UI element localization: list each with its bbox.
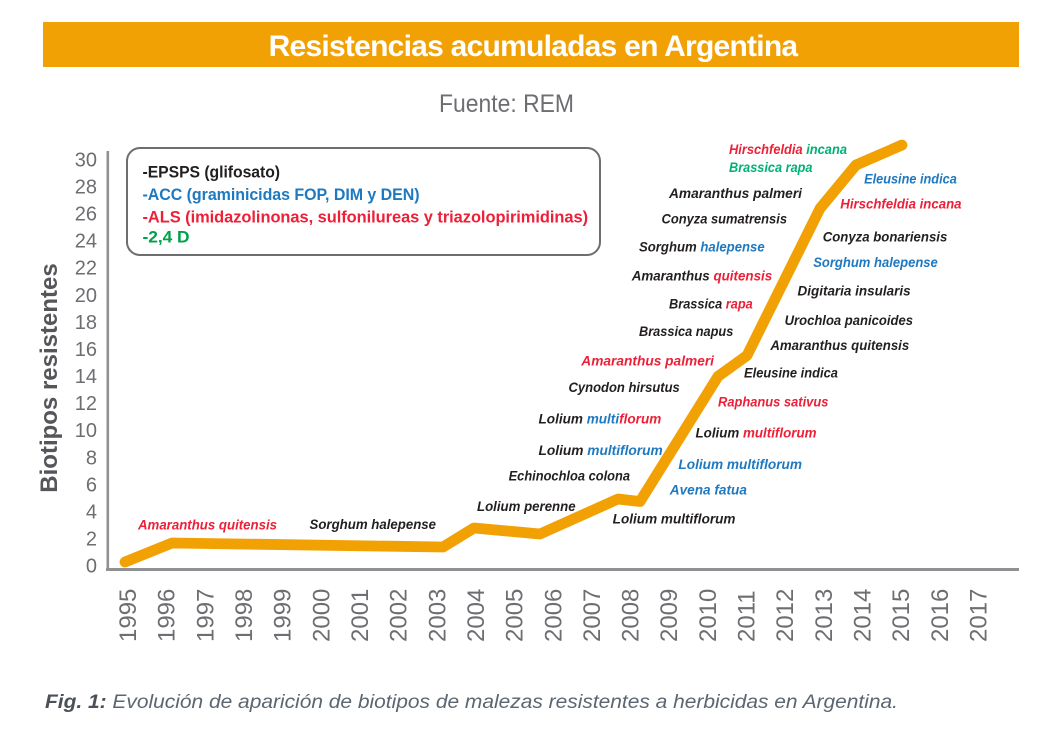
svg-text:Amaranthus palmeri: Amaranthus palmeri: [668, 186, 802, 201]
svg-text:26: 26: [75, 204, 97, 226]
svg-text:2: 2: [86, 529, 97, 551]
svg-text:1998: 1998: [231, 589, 258, 642]
svg-text:24: 24: [75, 231, 97, 253]
svg-text:20: 20: [75, 285, 97, 307]
svg-text:1999: 1999: [270, 589, 297, 642]
svg-text:0: 0: [86, 556, 97, 578]
svg-text:Lolium multiflorum: Lolium multiflorum: [539, 412, 662, 427]
svg-text:Sorghum halepense: Sorghum halepense: [813, 255, 938, 270]
svg-text:2014: 2014: [850, 589, 877, 642]
svg-text:Eleusine indica: Eleusine indica: [744, 365, 838, 380]
svg-text:Amaranthus quitensis: Amaranthus quitensis: [137, 518, 277, 533]
svg-text:2017: 2017: [966, 589, 993, 642]
svg-text:Brassica rapa: Brassica rapa: [669, 297, 753, 312]
svg-text:2000: 2000: [308, 589, 335, 642]
svg-text:2009: 2009: [656, 589, 683, 642]
svg-text:Sorghum halepense: Sorghum halepense: [310, 517, 437, 532]
svg-text:Hirschfeldia incana: Hirschfeldia incana: [729, 142, 847, 157]
svg-text:1996: 1996: [154, 589, 181, 642]
svg-text:12: 12: [75, 393, 97, 415]
svg-text:1995: 1995: [115, 589, 142, 642]
svg-text:-ACC (graminicidas FOP, DIM y: -ACC (graminicidas FOP, DIM y DEN): [143, 186, 420, 204]
svg-text:18: 18: [75, 312, 97, 334]
svg-text:2012: 2012: [772, 589, 799, 642]
svg-text:Raphanus sativus: Raphanus sativus: [718, 395, 829, 410]
svg-text:30: 30: [75, 149, 97, 171]
svg-text:Avena fatua: Avena fatua: [669, 483, 748, 498]
svg-text:22: 22: [75, 258, 97, 280]
svg-text:1997: 1997: [192, 589, 219, 642]
svg-text:Fig. 1: Evolución de aparición: Fig. 1: Evolución de aparición de biotip…: [45, 692, 898, 713]
svg-text:Urochloa panicoides: Urochloa panicoides: [785, 313, 914, 328]
svg-text:2008: 2008: [618, 589, 645, 642]
svg-text:Hirschfeldia incana: Hirschfeldia incana: [840, 197, 962, 212]
svg-text:-ALS (imidazolinonas, sulfonil: -ALS (imidazolinonas, sulfonilureas y tr…: [143, 209, 589, 227]
svg-text:-EPSPS (glifosato): -EPSPS (glifosato): [143, 164, 281, 182]
svg-text:8: 8: [86, 447, 97, 469]
svg-text:Brassica rapa: Brassica rapa: [729, 160, 813, 175]
svg-text:2006: 2006: [540, 589, 567, 642]
svg-text:Resistencias acumuladas en Arg: Resistencias acumuladas en Argentina: [269, 30, 799, 63]
svg-text:Amaranthus quitensis: Amaranthus quitensis: [631, 268, 773, 283]
svg-text:Lolium multiflorum: Lolium multiflorum: [678, 457, 802, 472]
svg-text:Cynodon hirsutus: Cynodon hirsutus: [569, 380, 681, 395]
svg-text:2011: 2011: [734, 590, 761, 642]
svg-text:14: 14: [75, 366, 97, 388]
svg-text:Amaranthus quitensis: Amaranthus quitensis: [769, 338, 909, 353]
svg-text:Amaranthus palmeri: Amaranthus palmeri: [580, 354, 714, 369]
svg-text:2005: 2005: [502, 589, 529, 642]
svg-text:Echinochloa colona: Echinochloa colona: [509, 469, 631, 484]
svg-text:10: 10: [75, 420, 97, 442]
svg-text:28: 28: [75, 177, 97, 199]
svg-text:2010: 2010: [695, 589, 722, 642]
svg-text:Brassica napus: Brassica napus: [639, 324, 734, 339]
svg-text:Conyza bonariensis: Conyza bonariensis: [823, 230, 948, 245]
svg-text:2007: 2007: [579, 589, 606, 642]
svg-text:Lolium perenne: Lolium perenne: [477, 499, 576, 514]
svg-text:Conyza sumatrensis: Conyza sumatrensis: [662, 212, 788, 227]
svg-text:2013: 2013: [811, 589, 838, 642]
svg-text:2001: 2001: [347, 589, 374, 642]
svg-text:Biotipos resistentes: Biotipos resistentes: [36, 263, 63, 492]
svg-text:6: 6: [86, 474, 97, 496]
svg-text:2003: 2003: [424, 589, 451, 642]
svg-text:Sorghum halepense: Sorghum halepense: [639, 240, 765, 255]
svg-text:Fuente: REM: Fuente: REM: [439, 90, 574, 118]
svg-text:2015: 2015: [888, 589, 915, 642]
svg-text:2002: 2002: [386, 589, 413, 642]
svg-text:4: 4: [86, 501, 97, 523]
svg-text:Lolium multiflorum: Lolium multiflorum: [539, 443, 663, 458]
svg-text:16: 16: [75, 339, 97, 361]
svg-text:Eleusine indica: Eleusine indica: [864, 171, 957, 186]
svg-text:2016: 2016: [927, 589, 954, 642]
svg-text:Digitaria insularis: Digitaria insularis: [798, 284, 912, 299]
svg-text:Lolium multiflorum: Lolium multiflorum: [613, 511, 736, 526]
svg-text:-2,4 D: -2,4 D: [143, 229, 190, 247]
svg-text:Lolium multiflorum: Lolium multiflorum: [696, 426, 817, 441]
svg-text:2004: 2004: [463, 589, 490, 642]
